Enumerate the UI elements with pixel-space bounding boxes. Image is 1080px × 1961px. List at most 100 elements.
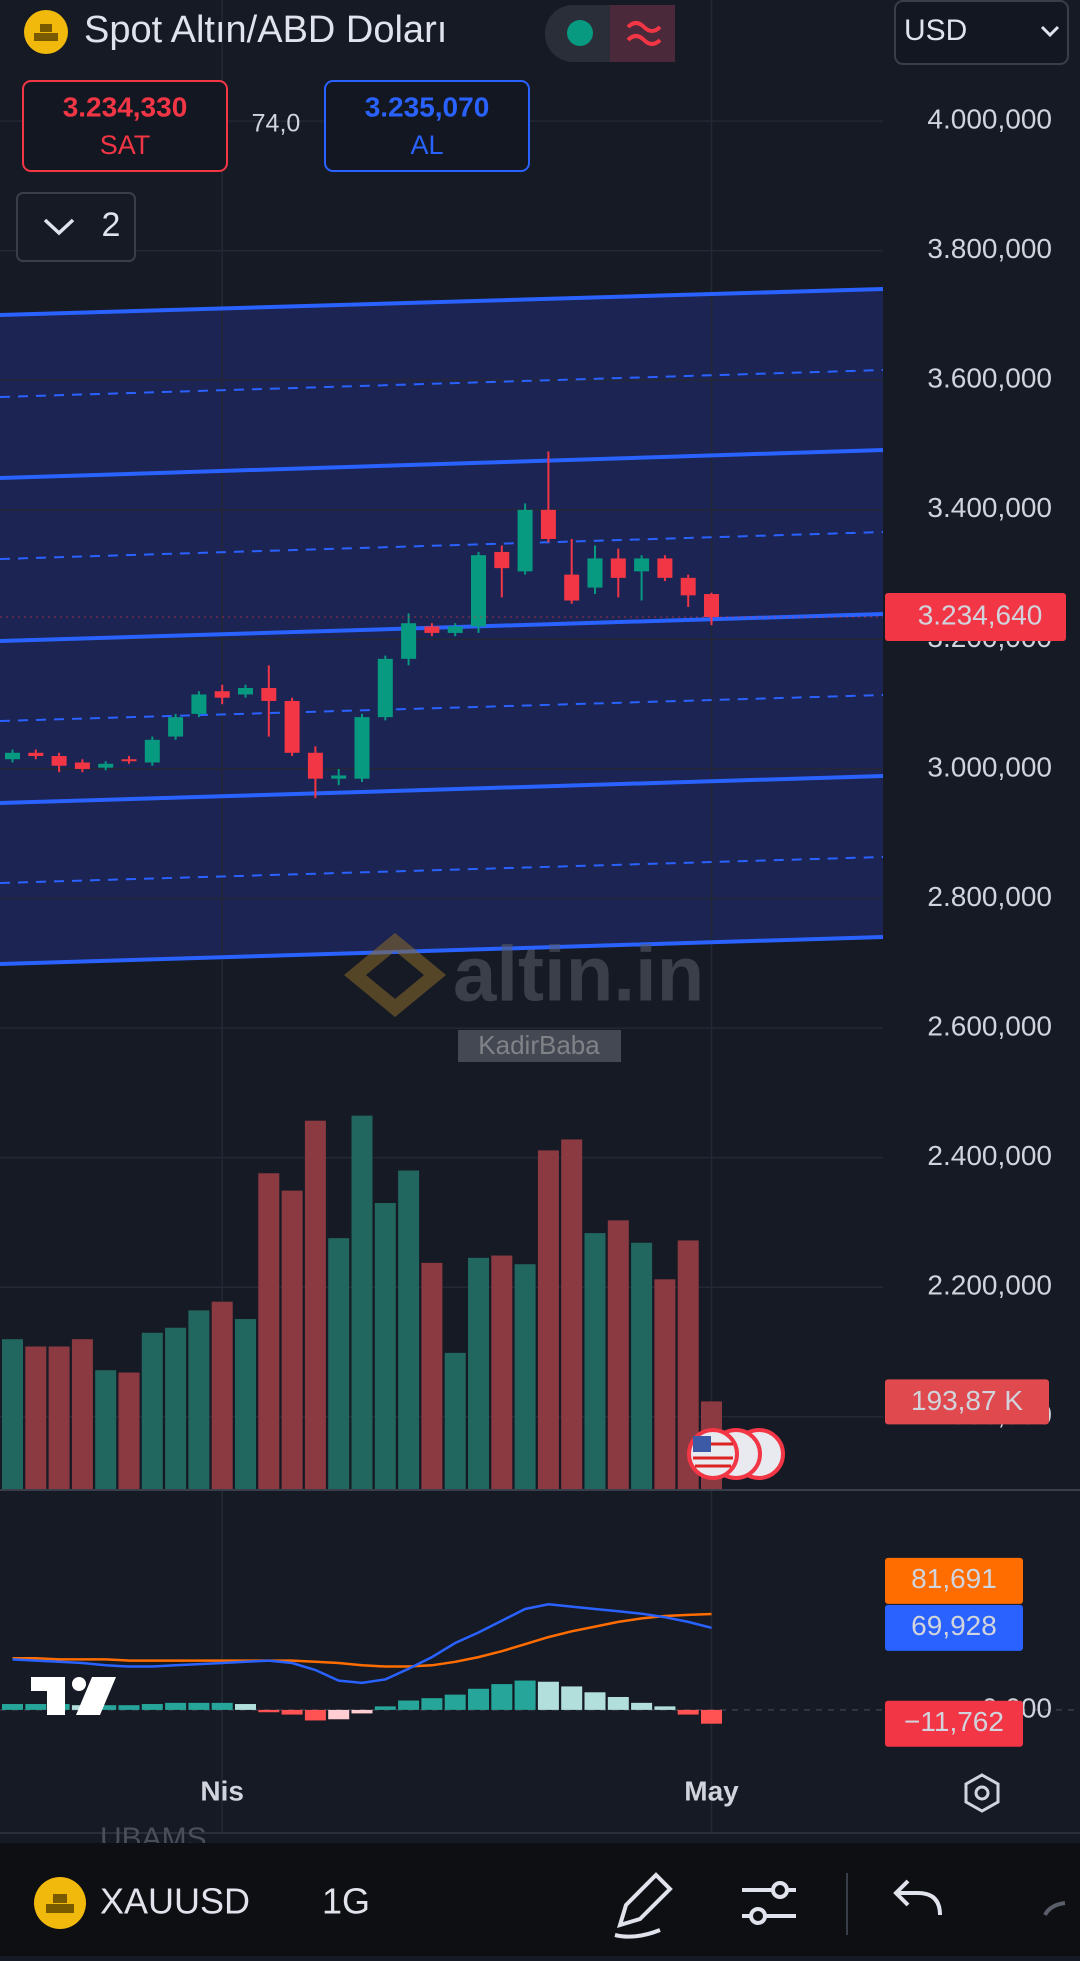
candle-body <box>168 717 184 737</box>
symbol-logo-bar <box>40 24 52 32</box>
channel-line <box>0 612 884 643</box>
slider-knob <box>749 1907 767 1925</box>
histogram-bar <box>304 1709 326 1721</box>
candle-body <box>98 763 114 768</box>
volume-bar <box>258 1173 280 1490</box>
histogram-bar <box>421 1698 443 1710</box>
volume-bar <box>584 1233 606 1490</box>
x-tick-label: May <box>684 1775 739 1806</box>
candle-body <box>471 555 486 627</box>
tv-logo <box>31 1677 116 1715</box>
spread: 74,0 <box>252 110 301 138</box>
candle-body <box>144 739 160 763</box>
candle-body <box>354 717 370 779</box>
histogram-tag <box>885 1700 1023 1747</box>
histogram-bar <box>118 1705 140 1710</box>
volume-bar <box>188 1310 210 1490</box>
histogram-bar <box>701 1709 722 1724</box>
watermark-logo <box>344 932 446 1018</box>
currency-select[interactable] <box>894 0 1069 65</box>
volume-bar <box>561 1139 583 1490</box>
volume-bar <box>537 1150 559 1490</box>
currency: USD <box>904 14 967 47</box>
histogram-bar <box>677 1709 699 1715</box>
candle-body <box>28 752 44 757</box>
settings-button[interactable] <box>964 1773 1000 1813</box>
symbol-title[interactable]: Spot Altın/ABD Doları <box>84 9 447 51</box>
candle-body <box>657 558 673 578</box>
sell-button[interactable] <box>22 80 228 172</box>
volume-bar <box>468 1257 489 1490</box>
x-tick-label: Nis <box>200 1775 244 1806</box>
candle-body <box>540 509 556 539</box>
undo-button[interactable] <box>893 1879 942 1916</box>
watermark-user: KadirBaba <box>478 1030 600 1060</box>
y-tick-label: 2.400,000 <box>927 1140 1052 1171</box>
candle-body <box>634 558 650 572</box>
candle-body <box>517 509 533 572</box>
histogram-bar <box>537 1681 559 1710</box>
volume-bar <box>607 1220 629 1490</box>
chevron <box>43 218 75 236</box>
market-open-dot <box>567 20 593 46</box>
candle-body <box>74 762 90 769</box>
volume-bar <box>328 1238 350 1490</box>
y-tick-label: 2.600,000 <box>927 1010 1052 1041</box>
histogram-bar <box>258 1709 280 1713</box>
settings-icon <box>964 1773 1000 1813</box>
histogram-bar <box>165 1702 187 1710</box>
volume-bar <box>141 1332 163 1490</box>
candle-body <box>447 626 463 633</box>
redo-button[interactable] <box>1043 1901 1066 1916</box>
histogram-bar <box>328 1709 350 1720</box>
symbol[interactable]: XAUUSD <box>100 1881 250 1922</box>
macd-tag <box>885 1604 1023 1651</box>
volume-bar <box>677 1240 699 1490</box>
signal-label: 81,691 <box>911 1563 997 1594</box>
y-tick-label: 3.800,000 <box>927 233 1052 264</box>
sell-label: SAT <box>100 130 151 160</box>
volume-label: 193,87 K <box>911 1385 1023 1416</box>
indicator-count: 2 <box>102 206 121 244</box>
interval[interactable]: 1G <box>322 1881 370 1922</box>
y-tick-label: 3.000,000 <box>927 751 1052 782</box>
event-markers <box>687 1428 785 1480</box>
candle-body <box>587 558 603 588</box>
volume-bar <box>491 1255 513 1490</box>
watermark-user-box <box>458 1030 621 1062</box>
histogram-bar <box>444 1694 466 1710</box>
histogram-bar <box>374 1706 396 1710</box>
symbol-logo-bar <box>34 33 58 41</box>
draw-tool[interactable] <box>614 1872 673 1939</box>
channel-midline <box>0 694 884 722</box>
indicator-toggle[interactable] <box>16 192 136 262</box>
candle-body <box>610 558 626 578</box>
volume-bar <box>2 1339 23 1490</box>
volume-bar <box>25 1346 47 1490</box>
histogram-bar <box>631 1702 653 1710</box>
channel-midline <box>0 531 884 560</box>
candle-body <box>284 700 300 753</box>
volume-bar <box>374 1202 396 1490</box>
channel-line <box>0 774 884 805</box>
histogram-bar <box>607 1696 629 1710</box>
y-tick-label: 3.400,000 <box>927 492 1052 523</box>
logo-part <box>47 1677 65 1715</box>
volume-bar <box>444 1352 466 1490</box>
channel-line <box>0 287 884 317</box>
histogram-bar <box>141 1704 163 1710</box>
volume-bar <box>514 1264 536 1490</box>
histogram-bar <box>468 1688 489 1710</box>
logo-part <box>72 1677 86 1691</box>
indicators-tool[interactable] <box>742 1881 796 1925</box>
candle-body <box>564 574 580 601</box>
slider-knob <box>771 1881 789 1899</box>
candle-body <box>424 626 440 633</box>
volume-tag <box>885 1379 1049 1425</box>
buy-button[interactable] <box>324 80 530 172</box>
macd-line <box>12 1603 712 1685</box>
candle-body <box>377 658 393 718</box>
volume-bar <box>654 1279 676 1490</box>
candle-body <box>331 775 347 779</box>
